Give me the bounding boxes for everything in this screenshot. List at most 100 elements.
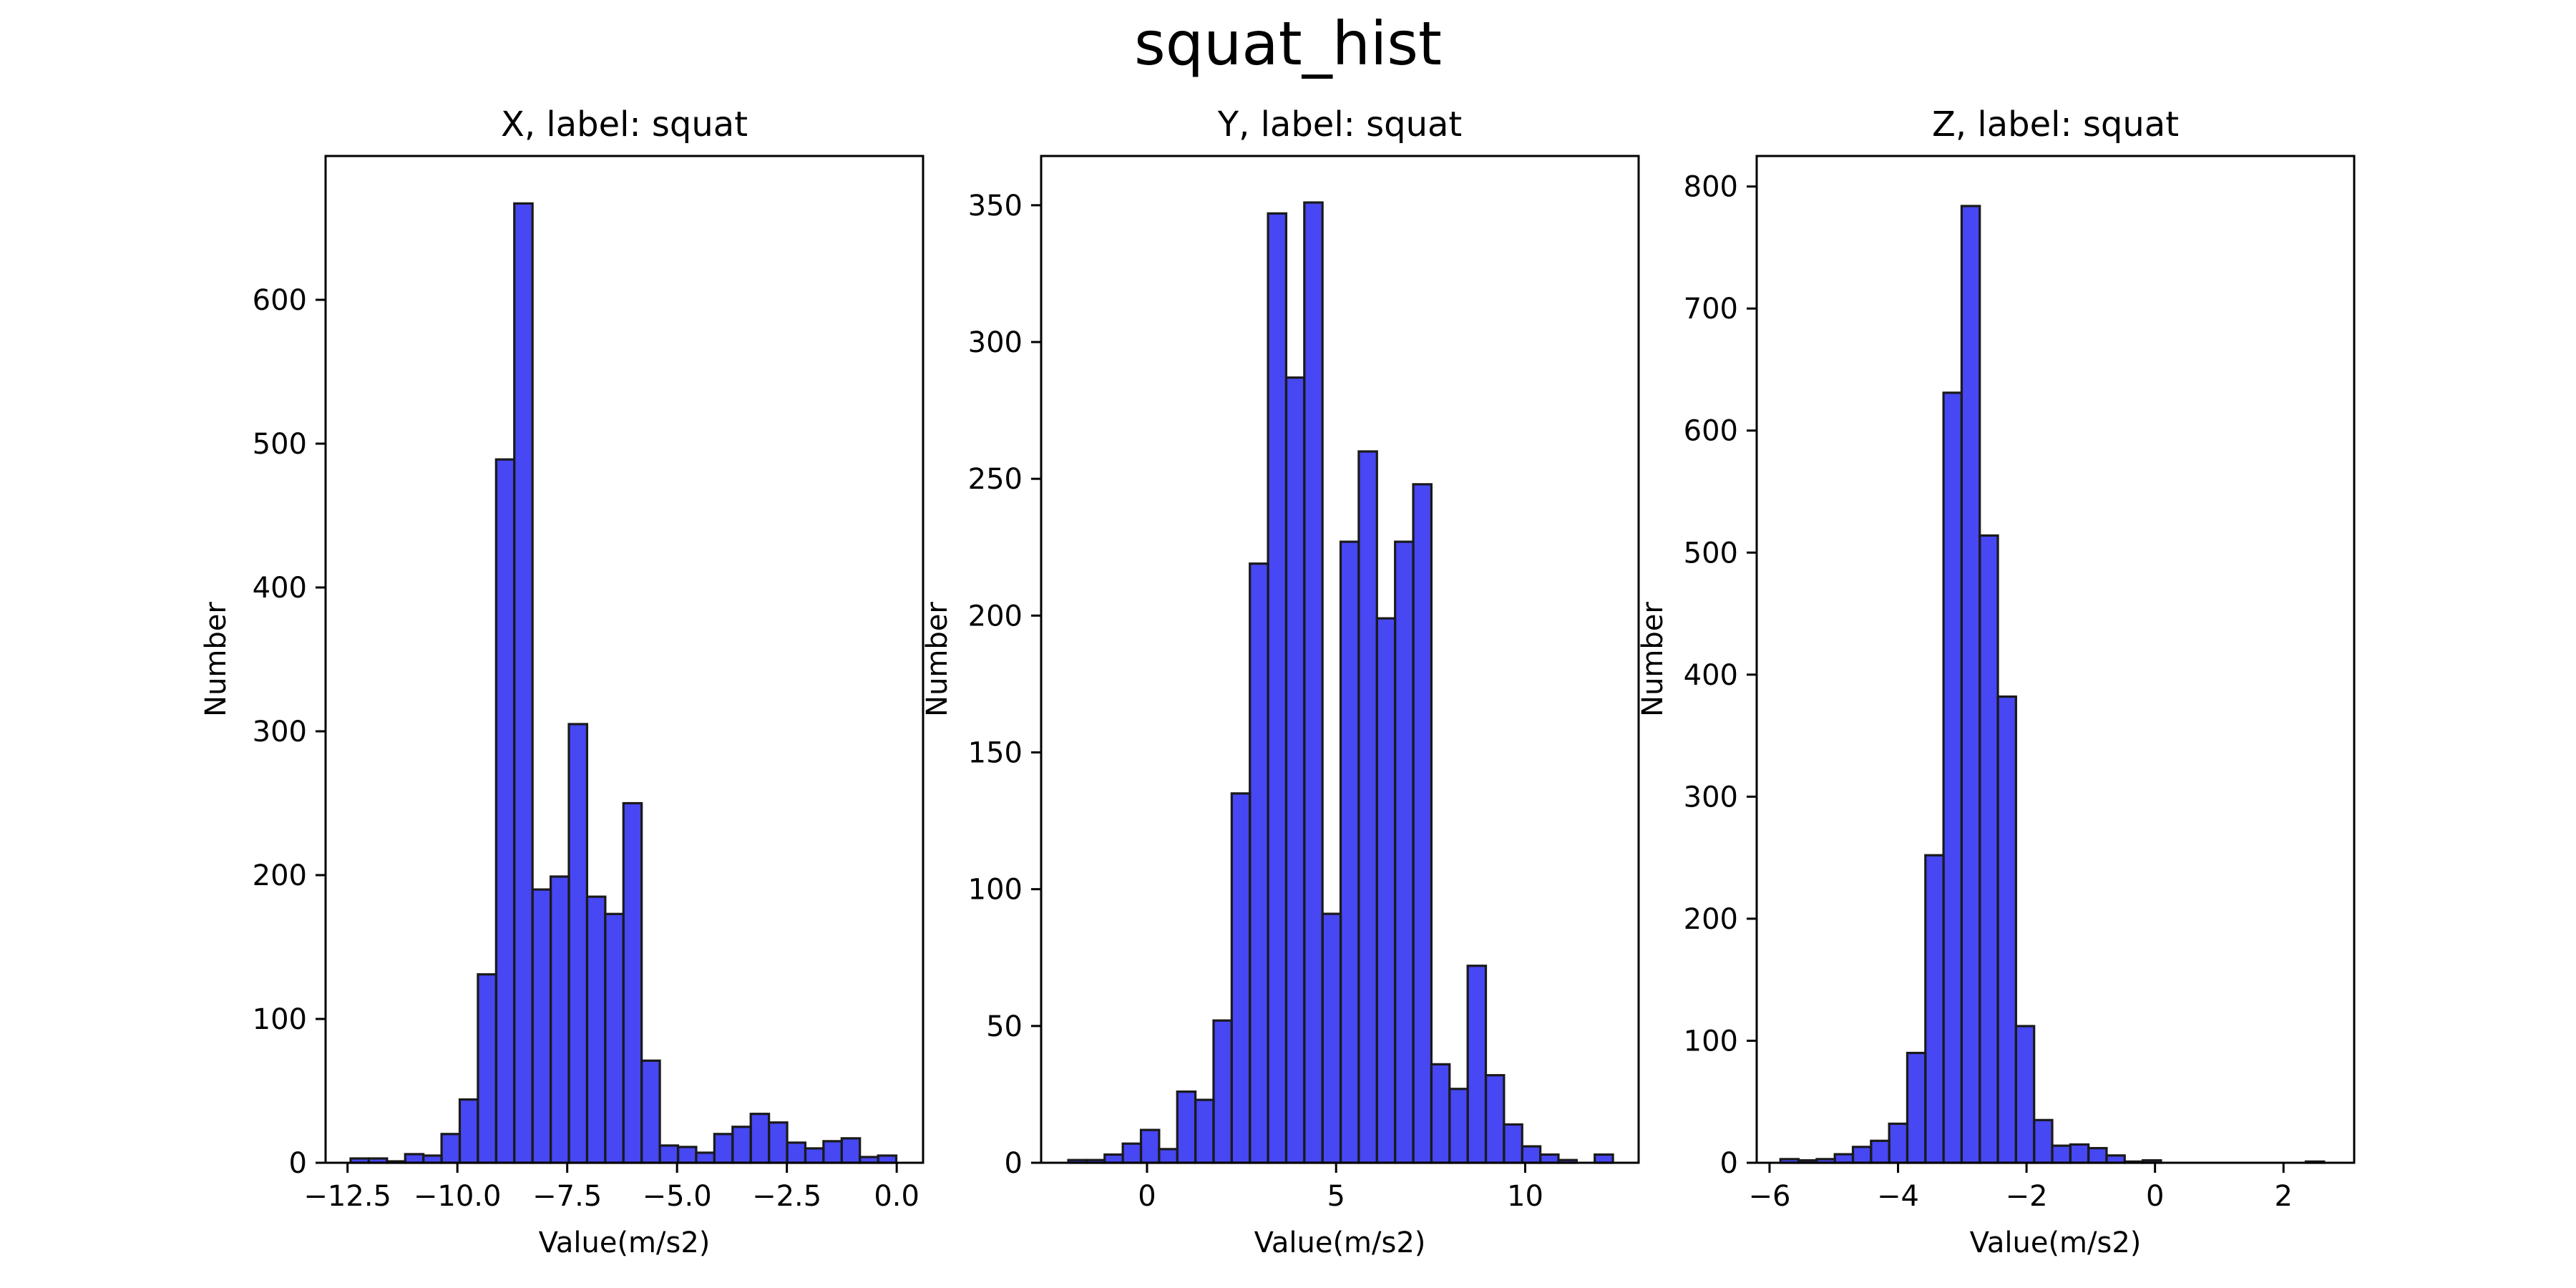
histogram-bar	[1503, 1123, 1523, 1164]
histogram-bar	[1924, 854, 1945, 1164]
histogram-bar	[1194, 1098, 1215, 1164]
histogram-bar	[877, 1154, 898, 1164]
histogram-bar	[2051, 1144, 2072, 1164]
x-tick-label: −7.5	[532, 1180, 602, 1213]
histogram-bar	[1339, 540, 1360, 1164]
histogram-bar	[1212, 1019, 1233, 1164]
panel-title: X, label: squat	[501, 104, 748, 145]
histogram-bar	[531, 888, 552, 1164]
y-tick-label: 100	[1684, 1025, 1738, 1058]
x-tick-label: −4	[1877, 1180, 1919, 1213]
histogram-bar	[1303, 201, 1324, 1164]
histogram-bar	[1321, 912, 1342, 1164]
x-tick-label: −12.5	[303, 1180, 391, 1213]
x-tick-label: −2	[2006, 1180, 2048, 1213]
histogram-bar	[567, 723, 589, 1164]
y-tick-label: 200	[1684, 903, 1738, 936]
histogram-bar	[2069, 1143, 2090, 1164]
figure-title: squat_hist	[1134, 9, 1442, 79]
x-tick-label: 10	[1507, 1180, 1543, 1213]
y-tick-label: 100	[253, 1003, 307, 1036]
histogram-bar	[1851, 1146, 1873, 1164]
histogram-bar	[749, 1113, 771, 1164]
axes-frame	[324, 155, 924, 1164]
y-tick-label: 50	[986, 1010, 1023, 1043]
y-tick-label: 150	[968, 736, 1023, 769]
histogram-bar	[513, 202, 534, 1164]
histogram-bar	[768, 1121, 789, 1164]
histogram-bar	[640, 1059, 661, 1164]
histogram-bar	[822, 1140, 843, 1164]
y-tick-label: 600	[253, 284, 307, 317]
x-tick-label: −10.0	[414, 1180, 502, 1213]
x-tick-label: −2.5	[752, 1180, 821, 1213]
y-tick-label: 400	[253, 572, 307, 605]
y-tick-label: 500	[253, 428, 307, 461]
histogram-bar	[1960, 205, 1981, 1164]
histogram-bar	[1139, 1128, 1161, 1164]
histogram-bar	[440, 1133, 462, 1164]
y-tick-label: 100	[968, 874, 1023, 907]
histogram-bar	[458, 1098, 479, 1164]
histogram-bar	[1466, 965, 1488, 1164]
histogram-bar	[422, 1154, 443, 1164]
x-tick-label: 5	[1327, 1180, 1345, 1213]
histogram-bar	[494, 458, 516, 1164]
panel-title: Y, label: squat	[1217, 104, 1462, 145]
y-tick-label: 300	[253, 716, 307, 748]
histogram-bar	[585, 895, 607, 1164]
panel-2: −6 −4 −2 0 2 0 100 200 300 400 500 600 700 800 Z, labe…	[1636, 104, 2356, 1259]
histogram-bar	[1412, 483, 1433, 1164]
panels: −12.5 −10.0 −7.5 −5.0 −2.5 0.0010020030040050…	[200, 104, 2356, 1259]
x-tick-label: −6	[1748, 1180, 1790, 1213]
histogram-bar	[1538, 1153, 1560, 1164]
y-axis-label: Number	[200, 602, 233, 717]
x-axis-label: Value(m/s2)	[1254, 1226, 1426, 1259]
histogram-bar	[1430, 1063, 1451, 1164]
y-tick-label: 800	[1684, 171, 1738, 204]
histogram-bar	[1249, 562, 1269, 1164]
histogram-bar	[1394, 540, 1415, 1164]
histogram-bar	[676, 1146, 698, 1164]
y-tick-label: 350	[968, 190, 1023, 223]
histogram-bar	[1888, 1122, 1909, 1164]
histogram-bar	[1942, 391, 1963, 1164]
x-tick-label: 2	[2275, 1180, 2293, 1213]
y-tick-label: 400	[1684, 659, 1738, 692]
axes-frame	[1755, 155, 2356, 1164]
y-tick-label: 0	[1720, 1147, 1738, 1180]
histogram-bar	[1996, 695, 2017, 1164]
histogram-bar	[1448, 1088, 1469, 1164]
axes-frame	[1040, 155, 1640, 1164]
histogram-bar	[1870, 1139, 1890, 1164]
y-tick-label: 250	[968, 463, 1023, 496]
y-tick-label: 200	[253, 859, 307, 892]
histogram-bar	[1357, 450, 1378, 1164]
histogram-bar	[1906, 1051, 1927, 1164]
y-tick-label: 600	[1684, 415, 1738, 448]
histogram-bar	[404, 1153, 425, 1164]
y-tick-label: 500	[1684, 537, 1738, 570]
histogram-bar	[1284, 376, 1306, 1164]
histogram-bar	[1121, 1142, 1143, 1164]
histogram-bar	[622, 801, 643, 1164]
histogram-bar	[1176, 1090, 1197, 1164]
histogram-bar	[1267, 212, 1288, 1164]
y-axis-label: Number	[1636, 602, 1669, 717]
y-tick-label: 0	[289, 1147, 307, 1180]
y-tick-label: 700	[1684, 293, 1738, 326]
histogram-bar	[604, 912, 625, 1164]
histogram-bar	[549, 875, 570, 1164]
histogram-bar	[695, 1151, 716, 1164]
histogram-bar	[1158, 1148, 1179, 1164]
histogram-bar	[2087, 1146, 2108, 1164]
x-tick-label: −5.0	[643, 1180, 712, 1213]
histogram-bar	[2014, 1025, 2036, 1164]
histogram-bar	[840, 1137, 862, 1164]
y-tick-label: 300	[1684, 781, 1738, 814]
histogram-bar	[1375, 617, 1397, 1164]
y-axis-label: Number	[921, 602, 954, 717]
y-tick-label: 300	[968, 326, 1023, 359]
panel-title: Z, label: squat	[1932, 104, 2179, 145]
